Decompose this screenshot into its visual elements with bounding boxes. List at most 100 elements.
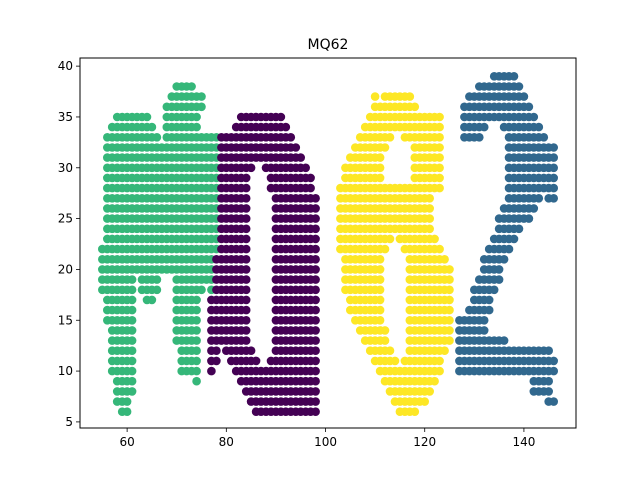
data-point [425,214,435,223]
data-point [445,285,454,295]
data-point [435,133,444,142]
data-point [544,387,553,396]
data-point [445,316,454,325]
data-point [479,316,489,325]
data-point [127,275,137,284]
data-point [445,265,454,274]
data-point [499,254,509,264]
data-point [435,153,444,162]
data-point [425,224,435,234]
data-point [410,102,420,112]
data-point [435,366,444,376]
data-point [127,336,137,345]
data-point [127,387,137,396]
data-point [375,254,385,264]
series-1 [207,112,320,417]
data-point [192,366,201,376]
data-point [425,387,435,396]
data-point [296,153,306,162]
data-point [241,183,251,193]
data-point [127,305,137,315]
data-point [549,143,558,152]
data-point [241,224,251,234]
y-tick-label: 30 [58,161,73,175]
data-point [192,316,201,325]
data-point [127,366,137,376]
plot-points [98,72,558,417]
data-point [122,397,132,406]
data-point [390,356,400,366]
data-point [197,102,206,112]
x-tick-label: 60 [119,435,134,449]
y-tick-label: 25 [58,212,73,226]
y-tick-label: 10 [58,364,73,378]
data-point [311,244,320,254]
data-point [212,356,221,366]
data-point [549,163,558,173]
data-point [147,122,157,132]
data-point [311,326,320,335]
data-point [375,153,385,162]
data-point [187,82,196,91]
data-point [375,275,385,284]
data-point [549,194,558,203]
data-point [385,133,395,142]
data-point [435,122,444,132]
y-tick-label: 35 [58,110,73,124]
data-point [281,122,291,132]
data-point [241,244,251,254]
data-point [405,92,415,101]
data-point [549,356,558,366]
data-point [311,356,320,366]
data-point [301,163,311,173]
x-tick-label: 100 [314,435,337,449]
data-point [246,163,256,173]
data-point [484,305,494,315]
data-point [380,143,390,152]
data-point [549,397,558,406]
x-tick-label: 140 [512,435,535,449]
data-point [241,194,251,203]
data-point [212,346,221,356]
data-point [311,336,320,345]
data-point [192,112,201,122]
y-axis: 5 10 15 20 25 30 35 40 [58,59,80,429]
data-point [311,204,320,213]
data-point [192,122,201,132]
data-point [127,376,137,386]
data-point [375,265,385,274]
data-point [549,153,558,162]
data-point [475,133,484,142]
data-point [241,305,251,315]
data-point [241,234,251,244]
data-point [246,346,256,356]
data-point [152,285,162,295]
data-point [241,316,251,325]
data-point [445,336,454,345]
data-point [192,356,201,366]
data-point [514,82,524,91]
data-point [311,407,320,417]
data-point [440,346,449,356]
data-point [311,254,320,264]
data-point [529,204,539,213]
data-point [192,326,201,335]
data-point [306,183,315,193]
data-point [311,376,320,386]
data-point [514,224,524,234]
data-point [410,407,420,417]
data-point [192,305,201,315]
data-point [311,224,320,234]
data-point [445,305,454,315]
data-point [311,366,320,376]
data-point [241,295,251,305]
data-point [311,387,320,396]
data-point [241,173,251,183]
data-point [152,133,162,142]
data-point [435,183,444,193]
data-point [152,275,162,284]
data-point [291,143,301,152]
data-point [241,285,251,295]
